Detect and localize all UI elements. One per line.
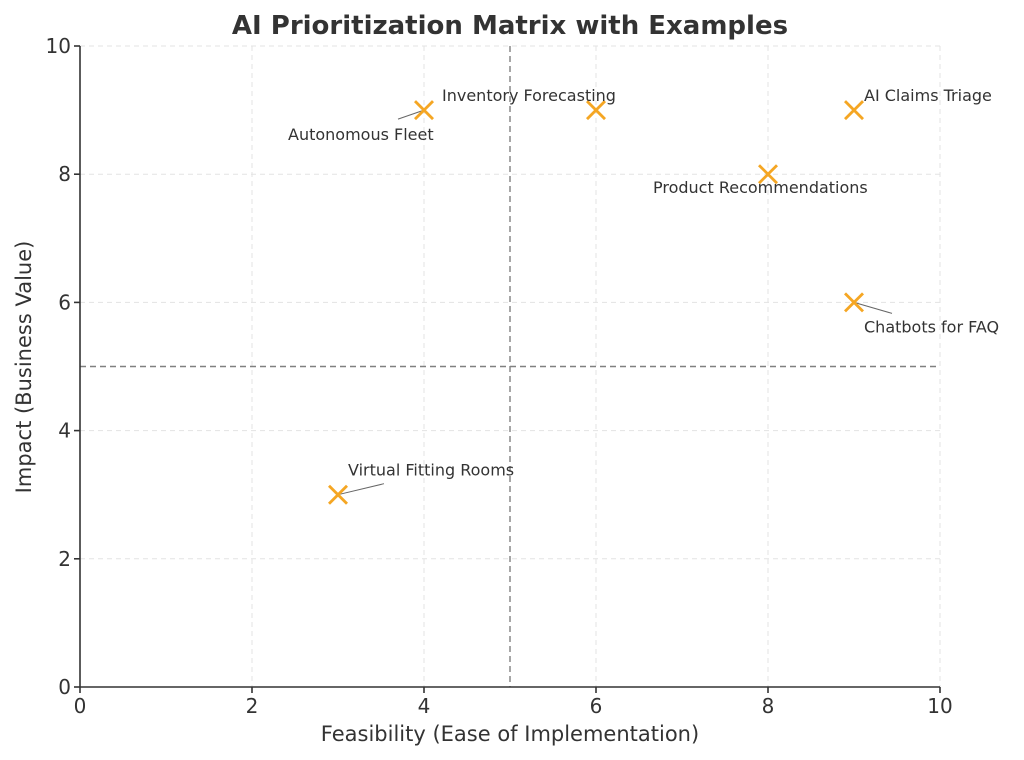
y-tick-label: 8 (58, 162, 71, 186)
point-label: Product Recommendations (653, 178, 868, 197)
y-tick-label: 2 (58, 547, 71, 571)
y-tick-label: 6 (58, 290, 71, 314)
x-tick-label: 0 (74, 694, 87, 718)
data-point: Virtual Fitting Rooms (328, 461, 514, 505)
chart-title: AI Prioritization Matrix with Examples (232, 11, 788, 41)
point-label: Inventory Forecasting (442, 86, 616, 105)
label-leader-line (337, 483, 385, 496)
x-marker-stroke (414, 100, 434, 121)
y-tick-label: 0 (58, 675, 71, 699)
point-label: Chatbots for FAQ (864, 317, 999, 336)
point-label: Autonomous Fleet (288, 125, 434, 144)
quadrant-dividers (80, 46, 940, 687)
data-point: Autonomous Fleet (288, 100, 434, 144)
data-point: Inventory Forecasting (442, 86, 616, 121)
label-leader-line (397, 109, 425, 120)
x-marker-stroke (844, 292, 864, 313)
x-tick-label: 10 (927, 694, 952, 718)
data-points: Autonomous Fleet Inventory Forecasting AI … (288, 86, 999, 505)
x-tick-label: 6 (590, 694, 603, 718)
data-point: Chatbots for FAQ (844, 292, 999, 336)
x-tick-label: 8 (762, 694, 775, 718)
label-leader-line (853, 301, 893, 314)
data-point: AI Claims Triage (844, 86, 992, 121)
data-point: Product Recommendations (653, 164, 868, 197)
x-tick-label: 4 (418, 694, 431, 718)
x-axis-label: Feasibility (Ease of Implementation) (321, 722, 699, 746)
y-tick-label: 10 (46, 34, 71, 58)
y-tick-label: 4 (58, 419, 71, 443)
x-marker-stroke (328, 484, 348, 505)
point-label: Virtual Fitting Rooms (348, 461, 514, 480)
point-label: AI Claims Triage (864, 86, 992, 105)
axes: 0 2 4 6 8 10 0 2 4 6 8 10 (46, 34, 953, 718)
x-marker-stroke (758, 164, 778, 185)
x-tick-label: 2 (246, 694, 259, 718)
x-marker-stroke (844, 100, 864, 121)
x-marker-stroke (586, 100, 606, 121)
y-axis-label: Impact (Business Value) (12, 241, 36, 494)
